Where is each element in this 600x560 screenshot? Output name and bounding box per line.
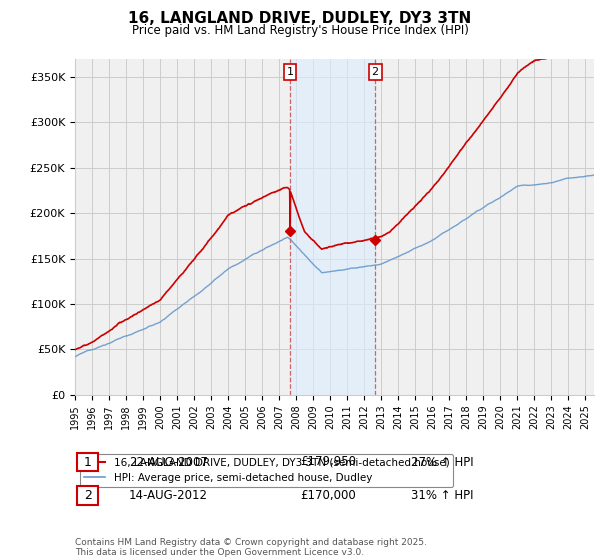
Bar <box>290 59 375 395</box>
Text: 2: 2 <box>371 67 379 77</box>
Text: 27% ↑ HPI: 27% ↑ HPI <box>411 455 473 469</box>
Text: Contains HM Land Registry data © Crown copyright and database right 2025.
This d: Contains HM Land Registry data © Crown c… <box>75 538 427 557</box>
FancyBboxPatch shape <box>77 452 98 472</box>
Text: £179,950: £179,950 <box>300 455 356 469</box>
Text: 14-AUG-2012: 14-AUG-2012 <box>129 489 208 502</box>
Text: 22-AUG-2007: 22-AUG-2007 <box>129 455 208 469</box>
Text: 31% ↑ HPI: 31% ↑ HPI <box>411 489 473 502</box>
Text: 1: 1 <box>83 455 92 469</box>
Text: 2: 2 <box>83 489 92 502</box>
Text: Price paid vs. HM Land Registry's House Price Index (HPI): Price paid vs. HM Land Registry's House … <box>131 24 469 36</box>
Text: 1: 1 <box>287 67 293 77</box>
Text: 16, LANGLAND DRIVE, DUDLEY, DY3 3TN: 16, LANGLAND DRIVE, DUDLEY, DY3 3TN <box>128 11 472 26</box>
FancyBboxPatch shape <box>77 486 98 505</box>
Text: £170,000: £170,000 <box>300 489 356 502</box>
Legend: 16, LANGLAND DRIVE, DUDLEY, DY3 3TN (semi-detached house), HPI: Average price, s: 16, LANGLAND DRIVE, DUDLEY, DY3 3TN (sem… <box>80 454 454 487</box>
